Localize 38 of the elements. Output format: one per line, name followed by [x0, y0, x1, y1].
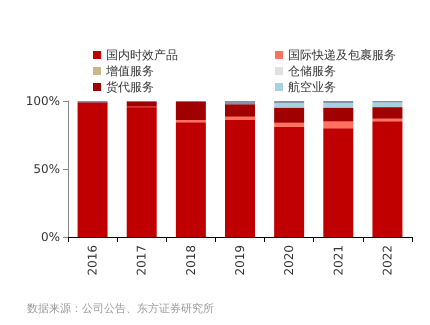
x-tick-label: 2018	[184, 245, 198, 276]
bar	[78, 102, 108, 237]
x-tick-label: 2016	[86, 245, 100, 276]
bar	[176, 122, 206, 237]
bar	[323, 121, 354, 128]
bar	[274, 122, 304, 127]
bar	[225, 120, 255, 237]
x-tick-label: 2021	[331, 245, 346, 276]
bar	[372, 121, 402, 237]
legend-label: 航空业务	[288, 80, 336, 94]
legend-label: 国内时效产品	[106, 48, 178, 62]
bar	[225, 101, 255, 104]
bar	[126, 102, 157, 106]
bar	[323, 128, 354, 237]
y-tick-label: 50%	[33, 162, 60, 176]
x-tick-label: 2020	[282, 245, 296, 276]
bar	[323, 108, 354, 122]
x-tick-label: 2022	[380, 245, 394, 276]
x-tick-label: 2019	[233, 245, 247, 276]
bar	[126, 107, 157, 237]
bar	[372, 102, 402, 108]
source-note: 数据来源：公司公告、东方证券研究所	[27, 302, 214, 315]
legend-label: 增值服务	[105, 64, 154, 78]
bar	[274, 126, 304, 237]
bar	[323, 103, 354, 108]
bar	[274, 108, 304, 123]
x-tick-label: 2017	[134, 245, 149, 276]
legend-label: 仓储服务	[288, 64, 336, 78]
bar	[372, 118, 402, 122]
bar	[274, 103, 304, 108]
legend-label: 货代服务	[106, 80, 154, 94]
y-tick-label: 0%	[40, 230, 60, 244]
legend-label: 国际快递及包裹服务	[288, 48, 396, 62]
y-tick-label: 100%	[26, 94, 60, 108]
bar	[225, 104, 255, 117]
bar	[225, 116, 255, 120]
bar	[176, 102, 206, 120]
bar	[372, 107, 402, 119]
